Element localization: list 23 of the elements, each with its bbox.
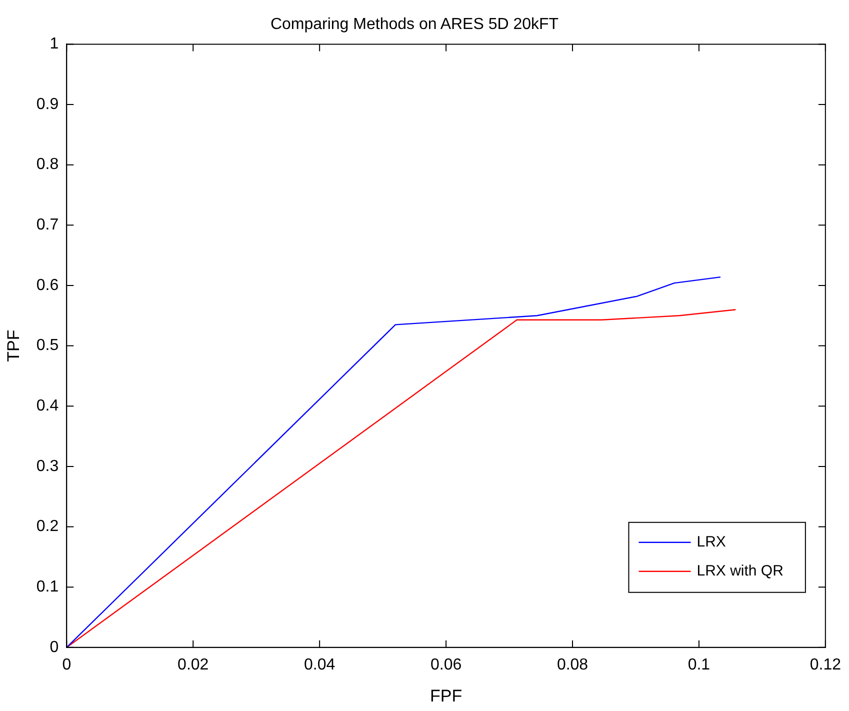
x-tick-label: 0.1 xyxy=(688,656,710,674)
chart-title: Comparing Methods on ARES 5D 20kFT xyxy=(270,16,559,34)
x-tick-label: 0.06 xyxy=(430,656,462,674)
x-tick-label: 0.08 xyxy=(556,656,588,674)
y-tick-label: 1 xyxy=(50,36,59,53)
y-tick-label: 0.8 xyxy=(36,156,59,174)
x-tick-label: 0.04 xyxy=(304,656,336,674)
y-tick-label: 0.6 xyxy=(36,276,59,294)
y-tick-label: 0.3 xyxy=(36,458,59,475)
y-tick-label: 0.4 xyxy=(36,398,59,415)
y-tick-label: 0.5 xyxy=(36,337,59,354)
x-tick-label: 0 xyxy=(62,656,72,674)
y-tick-label: 0.2 xyxy=(36,518,59,536)
x-tick-label: 0.02 xyxy=(178,656,209,674)
y-tick-label: 0.7 xyxy=(36,216,59,234)
legend-label: LRX with QR xyxy=(696,562,784,580)
legend-label: LRX xyxy=(696,534,726,551)
y-tick-label: 0 xyxy=(50,638,59,656)
y-tick-label: 0.9 xyxy=(36,96,59,113)
y-axis-title: TPF xyxy=(4,330,23,362)
y-tick-label: 0.1 xyxy=(36,578,59,596)
x-tick-label: 0.12 xyxy=(810,656,842,674)
x-axis-title: FPF xyxy=(430,686,462,706)
